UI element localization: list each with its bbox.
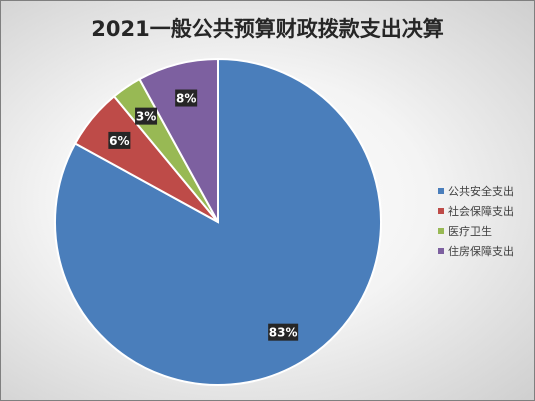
- legend-swatch: [438, 248, 444, 254]
- legend-label: 社会保障支出: [448, 205, 514, 218]
- data-label-4: 8%: [175, 89, 198, 107]
- legend-item-3: 医疗卫生: [438, 221, 514, 241]
- svg-text:6%: 6%: [109, 134, 129, 148]
- legend-item-4: 住房保障支出: [438, 241, 514, 261]
- legend-item-1: 公共安全支出: [438, 181, 514, 201]
- svg-text:8%: 8%: [176, 92, 196, 106]
- chart-legend: 公共安全支出 社会保障支出 医疗卫生住房保障支出: [438, 181, 514, 261]
- svg-text:83%: 83%: [269, 326, 298, 340]
- chart-title: 2021一般公共预算财政拨款支出决算: [91, 17, 444, 41]
- legend-swatch: [438, 228, 444, 234]
- svg-text:3%: 3%: [136, 110, 156, 124]
- data-label-2: 6%: [108, 131, 131, 149]
- legend-label: 住房保障支出: [448, 245, 514, 258]
- data-label-3: 3%: [135, 107, 158, 125]
- legend-label: 医疗卫生: [448, 225, 492, 238]
- legend-swatch: [438, 188, 444, 194]
- pie-slice-4: [138, 57, 219, 223]
- data-label-1: 83%: [268, 323, 299, 341]
- legend-item-2: 社会保障支出: [438, 201, 514, 221]
- legend-label: 公共安全支出: [448, 185, 514, 198]
- legend-swatch: [438, 208, 444, 214]
